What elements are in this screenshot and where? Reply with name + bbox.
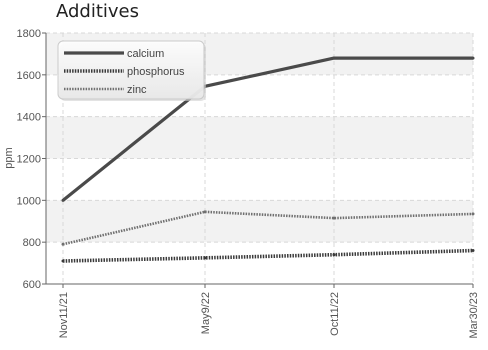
data-point-phosphorus (61, 259, 65, 263)
data-point-zinc (203, 210, 207, 214)
x-tick-label: Nov11/21 (58, 292, 70, 338)
legend-label-zinc: zinc (127, 84, 147, 96)
y-tick-label: 800 (23, 237, 41, 249)
y-tick-label: 1400 (17, 112, 41, 124)
data-point-zinc (61, 242, 65, 246)
x-tick-label: May9/22 (200, 292, 212, 334)
data-point-phosphorus (471, 249, 475, 253)
y-tick-label: 1200 (17, 154, 41, 166)
data-point-calcium (471, 56, 475, 60)
y-tick-label: 600 (23, 279, 41, 291)
data-point-phosphorus (203, 256, 207, 260)
legend (57, 40, 205, 100)
data-point-zinc (471, 212, 475, 216)
data-point-calcium (61, 198, 65, 202)
series-line-calcium (61, 56, 473, 202)
chart-title: Additives (56, 1, 139, 22)
data-point-calcium (332, 56, 336, 60)
legend-label-phosphorus: phosphorus (127, 66, 185, 78)
legend-label-calcium: calcium (127, 48, 164, 60)
data-point-phosphorus (332, 253, 336, 257)
series-line-zinc (62, 210, 474, 246)
grid-band (46, 200, 473, 243)
grid-band (46, 116, 473, 159)
y-tick-label: 1000 (17, 195, 41, 207)
x-tick-label: Oct11/22 (329, 292, 341, 336)
y-axis-label: ppm (3, 147, 15, 168)
y-tick-label: 1800 (17, 28, 41, 40)
plot-area: 600 800 1000 1200 1400 1600 1800 Nov11/21 May9/2… (17, 28, 480, 338)
series-line-phosphorus (62, 248, 474, 263)
data-point-zinc (332, 216, 336, 220)
x-tick-label: Mar30/23 (468, 292, 480, 338)
y-tick-label: 1600 (17, 70, 41, 82)
